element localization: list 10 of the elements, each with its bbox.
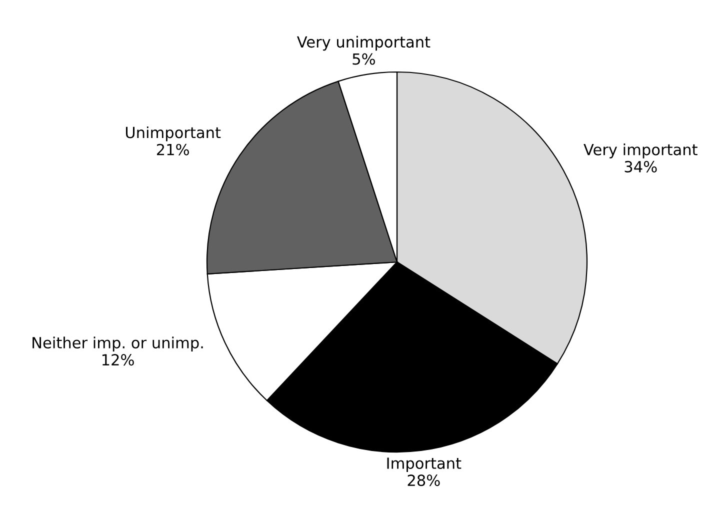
slice-label: Unimportant [126, 126, 221, 142]
slice-label: Neither imp. or unimp. [32, 336, 203, 352]
data-label: 12% [102, 354, 134, 366]
data-label: 28% [408, 474, 440, 486]
data-label: 21% [156, 144, 189, 156]
slice-label: Very unimportant [296, 36, 430, 51]
slice-label: Important [387, 458, 462, 472]
slice-label: Very important [584, 144, 698, 158]
data-label: 34% [624, 160, 657, 172]
data-label: 5% [352, 53, 375, 65]
